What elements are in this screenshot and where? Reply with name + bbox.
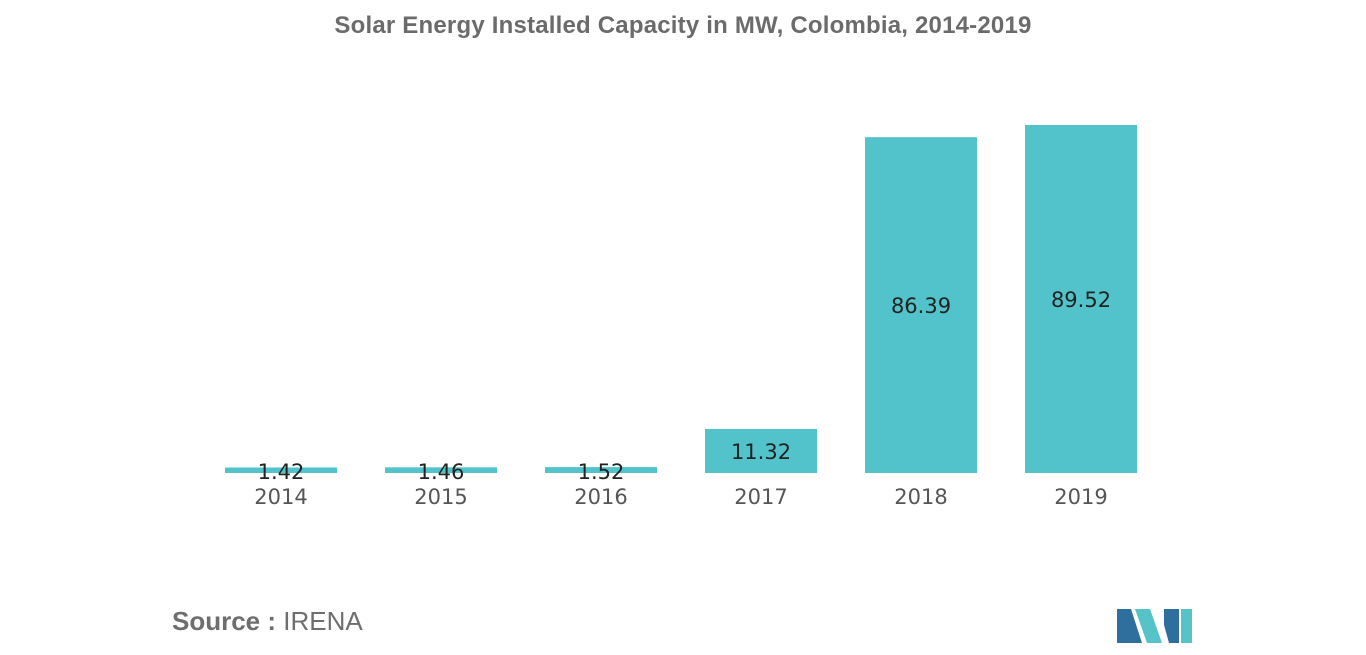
- value-label-2015: 1.46: [418, 460, 465, 484]
- value-labels-layer: 1.42 1.46 1.52 11.32 86.39 89.52: [258, 288, 1111, 484]
- logo-right-leg: [1164, 609, 1179, 643]
- bar-2017: [705, 428, 817, 473]
- x-tick-2016: 2016: [574, 485, 627, 509]
- logo-accent: [1181, 609, 1192, 643]
- source-prefix: Source :: [172, 606, 277, 636]
- x-tick-2015: 2015: [414, 485, 467, 509]
- logo-left-leg: [1117, 609, 1142, 643]
- source-text: IRENA: [283, 606, 363, 636]
- logo-middle-stroke: [1135, 609, 1162, 643]
- source-line: Source : IRENA: [172, 606, 363, 637]
- value-label-2018: 86.39: [891, 294, 951, 318]
- value-label-2014: 1.42: [258, 460, 305, 484]
- bar-2015: [385, 467, 497, 473]
- bars-layer: [225, 125, 1137, 474]
- value-label-2019: 89.52: [1051, 288, 1111, 312]
- bar-2014: [225, 467, 337, 473]
- x-axis-ticks: 2014 2015 2016 2017 2018 2019: [254, 485, 1107, 509]
- mordor-logo-icon: [1117, 609, 1192, 643]
- value-label-2017: 11.32: [731, 440, 791, 464]
- chart-title: Solar Energy Installed Capacity in MW, C…: [334, 12, 1032, 39]
- x-tick-2018: 2018: [894, 485, 947, 509]
- value-label-2016: 1.52: [578, 460, 625, 484]
- x-tick-2014: 2014: [254, 485, 307, 509]
- bar-2018: [865, 137, 977, 474]
- bar-2016: [545, 467, 657, 473]
- bar-2019: [1025, 125, 1137, 473]
- x-tick-2017: 2017: [734, 485, 787, 509]
- x-tick-2019: 2019: [1054, 485, 1107, 509]
